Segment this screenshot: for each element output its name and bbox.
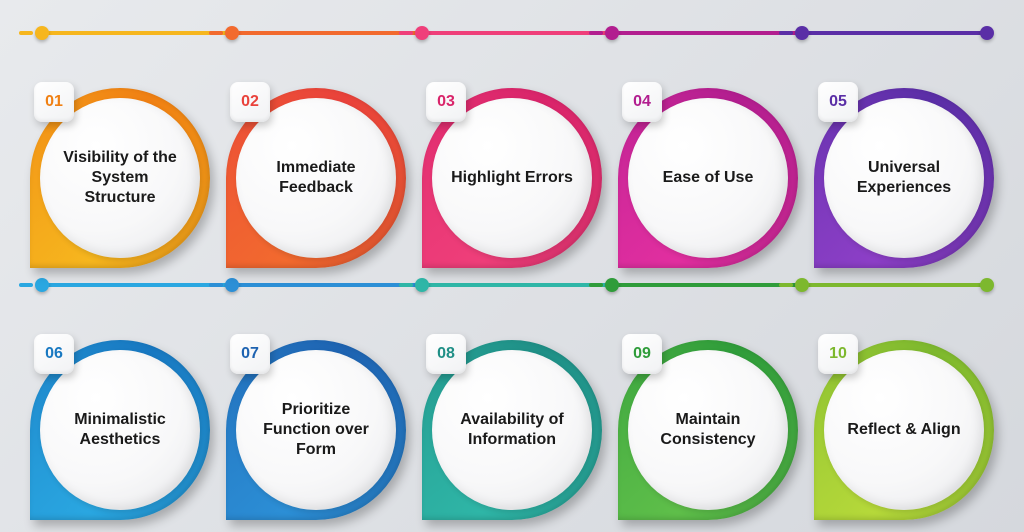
card-title: Maintain Consistency [646,410,770,450]
card-title: Universal Experiences [842,158,966,198]
connector-dot [35,278,49,292]
card-number: 03 [437,93,455,111]
card-10: Reflect & Align 10 [814,340,994,520]
connector-dot [605,278,619,292]
card-title: Ease of Use [663,168,754,188]
card-badge: 09 [622,334,662,374]
connector-dot [980,278,994,292]
card-badge: 05 [818,82,858,122]
card-badge: 07 [230,334,270,374]
connector-dot [795,278,809,292]
card-number: 02 [241,93,259,111]
card-disc: Minimalistic Aesthetics [40,350,200,510]
card-title: Highlight Errors [451,168,573,188]
connector-dot [795,26,809,40]
connector-seg [47,31,231,35]
card-disc: Immediate Feedback [236,98,396,258]
card-04: Ease of Use 04 [618,88,798,268]
connector-seg [237,31,421,35]
connector-seg [237,283,421,287]
card-03: Highlight Errors 03 [422,88,602,268]
card-number: 04 [633,93,651,111]
card-badge: 06 [34,334,74,374]
card-number: 10 [829,345,847,363]
card-disc: Availability of Information [432,350,592,510]
card-badge: 04 [622,82,662,122]
card-badge: 03 [426,82,466,122]
connector-dot [225,278,239,292]
connector-dot [980,26,994,40]
card-badge: 10 [818,334,858,374]
connector-dot [225,26,239,40]
connector-seg [427,283,611,287]
card-number: 07 [241,345,259,363]
card-badge: 02 [230,82,270,122]
connector-seg [427,31,611,35]
card-title: Visibility of the System Structure [58,148,182,208]
card-number: 08 [437,345,455,363]
card-title: Minimalistic Aesthetics [58,410,182,450]
card-number: 05 [829,93,847,111]
card-disc: Maintain Consistency [628,350,788,510]
connector-seg [617,283,801,287]
card-title: Prioritize Function over Form [254,400,378,460]
row-bottom: Minimalistic Aesthetics 06 Prioritize Fu… [30,300,994,520]
card-disc: Prioritize Function over Form [236,350,396,510]
card-badge: 08 [426,334,466,374]
card-title: Reflect & Align [847,420,960,440]
card-02: Immediate Feedback 02 [226,88,406,268]
card-number: 09 [633,345,651,363]
card-title: Availability of Information [450,410,574,450]
connector-dot [415,26,429,40]
card-title: Immediate Feedback [254,158,378,198]
card-disc: Universal Experiences [824,98,984,258]
card-05: Universal Experiences 05 [814,88,994,268]
card-disc: Visibility of the System Structure [40,98,200,258]
card-disc: Reflect & Align [824,350,984,510]
connector-seg [807,31,991,35]
card-disc: Ease of Use [628,98,788,258]
card-number: 01 [45,93,63,111]
card-07: Prioritize Function over Form 07 [226,340,406,520]
card-06: Minimalistic Aesthetics 06 [30,340,210,520]
card-disc: Highlight Errors [432,98,592,258]
card-09: Maintain Consistency 09 [618,340,798,520]
connector-dot [415,278,429,292]
connector-seg [47,283,231,287]
card-01: Visibility of the System Structure 01 [30,88,210,268]
connector-track-bottom [44,277,994,293]
card-badge: 01 [34,82,74,122]
row-top: Visibility of the System Structure 01 Im… [30,48,994,268]
connector-track-top [44,25,994,41]
connector-dot [605,26,619,40]
connector-seg [617,31,801,35]
card-08: Availability of Information 08 [422,340,602,520]
connector-seg [807,283,991,287]
connector-dot [35,26,49,40]
card-number: 06 [45,345,63,363]
